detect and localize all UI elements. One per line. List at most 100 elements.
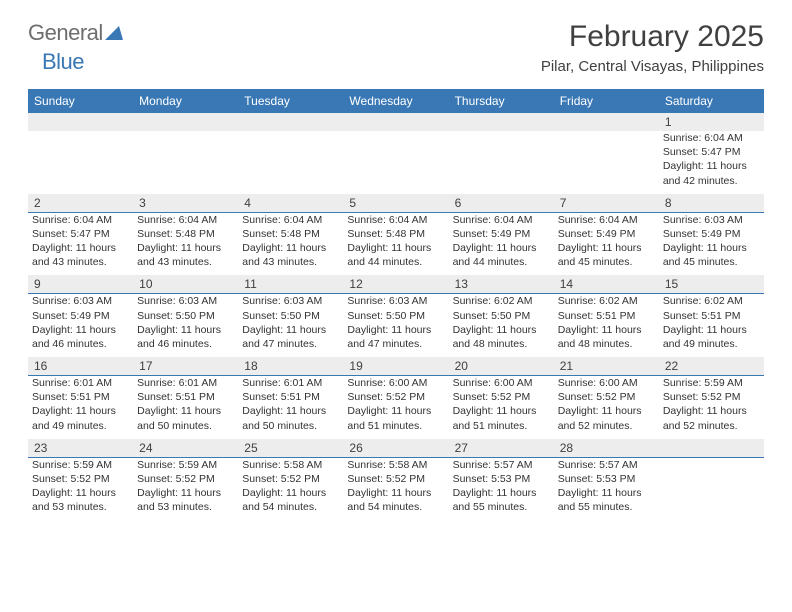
day-cell: Sunrise: 6:00 AMSunset: 5:52 PMDaylight:… — [449, 376, 554, 439]
daylight-line-2: and 52 minutes. — [558, 419, 655, 433]
sunrise-line: Sunrise: 6:00 AM — [558, 376, 655, 390]
day-cell: Sunrise: 6:03 AMSunset: 5:49 PMDaylight:… — [659, 212, 764, 275]
daylight-line-2: and 43 minutes. — [242, 255, 339, 269]
sunset-line: Sunset: 5:51 PM — [558, 309, 655, 323]
dow-tuesday: Tuesday — [238, 89, 343, 113]
daylight-line-2: and 44 minutes. — [347, 255, 444, 269]
daylight-line-1: Daylight: 11 hours — [137, 323, 234, 337]
daynum-row: 9101112131415 — [28, 275, 764, 294]
day-number-cell: 28 — [554, 439, 659, 458]
sunset-line: Sunset: 5:52 PM — [453, 390, 550, 404]
week-row: Sunrise: 6:03 AM Sunset: 5:49 PM Daylight:… — [28, 294, 764, 357]
calendar-body: 1 Sunrise: 6:04 AM Sunset: 5:47 PM Dayligh… — [28, 113, 764, 520]
sunrise-line: Sunrise: 6:00 AM — [453, 376, 550, 390]
location-subtitle: Pilar, Central Visayas, Philippines — [541, 58, 764, 75]
sunrise-line: Sunrise: 5:59 AM — [32, 458, 129, 472]
day-number-cell: 1 — [659, 113, 764, 131]
daylight-line-2: and 54 minutes. — [347, 500, 444, 514]
daylight-line-2: and 47 minutes. — [347, 337, 444, 351]
daylight-line-1: Daylight: 11 hours — [558, 486, 655, 500]
day-number-cell — [28, 113, 133, 131]
sunset-line: Sunset: 5:47 PM — [32, 227, 129, 241]
brand-logo: General — [28, 20, 123, 46]
sunrise-line: Sunrise: 6:01 AM — [32, 376, 129, 390]
day-cell: Sunrise: 5:57 AMSunset: 5:53 PMDaylight:… — [449, 457, 554, 520]
daylight-line-2: and 53 minutes. — [32, 500, 129, 514]
daylight-line-1: Daylight: 11 hours — [558, 323, 655, 337]
sunset-line: Sunset: 5:50 PM — [453, 309, 550, 323]
day-cell — [554, 131, 659, 194]
daylight-line-1: Daylight: 11 hours — [137, 404, 234, 418]
day-number-cell — [343, 113, 448, 131]
dow-monday: Monday — [133, 89, 238, 113]
daylight-line-2: and 52 minutes. — [663, 419, 760, 433]
daylight-line-2: and 51 minutes. — [347, 419, 444, 433]
day-number-cell: 5 — [343, 194, 448, 213]
calendar-table: Sunday Monday Tuesday Wednesday Thursday… — [28, 89, 764, 520]
day-cell: Sunrise: 6:04 AMSunset: 5:47 PMDaylight:… — [28, 212, 133, 275]
day-cell: Sunrise: 6:04 AMSunset: 5:47 PMDaylight:… — [659, 131, 764, 194]
sunset-line: Sunset: 5:53 PM — [453, 472, 550, 486]
week-row: Sunrise: 6:01 AMSunset: 5:51 PMDaylight:… — [28, 376, 764, 439]
brand-mark-icon — [105, 26, 123, 40]
day-number-cell: 16 — [28, 357, 133, 376]
sunset-line: Sunset: 5:48 PM — [347, 227, 444, 241]
sunrise-line: Sunrise: 6:03 AM — [663, 213, 760, 227]
day-cell — [343, 131, 448, 194]
day-number-cell — [133, 113, 238, 131]
daylight-line-2: and 49 minutes. — [663, 337, 760, 351]
daylight-line-1: Daylight: 11 hours — [242, 241, 339, 255]
daylight-line-1: Daylight: 11 hours — [558, 404, 655, 418]
sunset-line: Sunset: 5:49 PM — [32, 309, 129, 323]
day-number-cell: 10 — [133, 275, 238, 294]
day-cell: Sunrise: 6:00 AMSunset: 5:52 PMDaylight:… — [343, 376, 448, 439]
sunrise-line: Sunrise: 5:57 AM — [558, 458, 655, 472]
daylight-line-1: Daylight: 11 hours — [137, 241, 234, 255]
daylight-line-1: Daylight: 11 hours — [558, 241, 655, 255]
day-cell: Sunrise: 5:59 AMSunset: 5:52 PMDaylight:… — [659, 376, 764, 439]
day-number-cell: 14 — [554, 275, 659, 294]
day-cell: Sunrise: 6:04 AMSunset: 5:49 PMDaylight:… — [449, 212, 554, 275]
daylight-line-1: Daylight: 11 hours — [242, 323, 339, 337]
daylight-line-2: and 55 minutes. — [558, 500, 655, 514]
sunset-line: Sunset: 5:51 PM — [242, 390, 339, 404]
daylight-line-2: and 50 minutes. — [242, 419, 339, 433]
day-cell: Sunrise: 6:01 AMSunset: 5:51 PMDaylight:… — [238, 376, 343, 439]
daylight-line-2: and 42 minutes. — [663, 174, 760, 188]
sunset-line: Sunset: 5:52 PM — [32, 472, 129, 486]
day-number-cell: 24 — [133, 439, 238, 458]
daylight-line-1: Daylight: 11 hours — [347, 404, 444, 418]
day-cell: Sunrise: 6:02 AMSunset: 5:51 PMDaylight:… — [554, 294, 659, 357]
sunset-line: Sunset: 5:49 PM — [663, 227, 760, 241]
daylight-line-2: and 54 minutes. — [242, 500, 339, 514]
daylight-line-2: and 49 minutes. — [32, 419, 129, 433]
day-number-cell: 25 — [238, 439, 343, 458]
sunrise-line: Sunrise: 6:04 AM — [663, 131, 760, 145]
brand-part2: Blue — [42, 49, 84, 74]
daylight-line-2: and 50 minutes. — [137, 419, 234, 433]
sunrise-line: Sunrise: 5:59 AM — [663, 376, 760, 390]
day-number-cell: 6 — [449, 194, 554, 213]
daylight-line-1: Daylight: 11 hours — [242, 404, 339, 418]
day-number-cell: 8 — [659, 194, 764, 213]
day-cell — [133, 131, 238, 194]
daylight-line-1: Daylight: 11 hours — [663, 404, 760, 418]
day-cell: Sunrise: 6:03 AMSunset: 5:50 PMDaylight:… — [238, 294, 343, 357]
day-cell: Sunrise: 6:02 AMSunset: 5:50 PMDaylight:… — [449, 294, 554, 357]
day-number-cell — [659, 439, 764, 458]
sunrise-line: Sunrise: 6:04 AM — [558, 213, 655, 227]
day-number-cell: 7 — [554, 194, 659, 213]
sunset-line: Sunset: 5:52 PM — [347, 390, 444, 404]
daylight-line-2: and 55 minutes. — [453, 500, 550, 514]
day-cell: Sunrise: 5:58 AMSunset: 5:52 PMDaylight:… — [343, 457, 448, 520]
daylight-line-2: and 53 minutes. — [137, 500, 234, 514]
daylight-line-2: and 45 minutes. — [558, 255, 655, 269]
day-number-cell: 21 — [554, 357, 659, 376]
day-of-week-header: Sunday Monday Tuesday Wednesday Thursday… — [28, 89, 764, 113]
sunrise-line: Sunrise: 6:03 AM — [242, 294, 339, 308]
sunset-line: Sunset: 5:52 PM — [242, 472, 339, 486]
week-row: Sunrise: 6:04 AM Sunset: 5:47 PM Daylight:… — [28, 212, 764, 275]
sunrise-line: Sunrise: 6:04 AM — [453, 213, 550, 227]
day-cell: Sunrise: 6:01 AMSunset: 5:51 PMDaylight:… — [133, 376, 238, 439]
day-cell: Sunrise: 6:03 AMSunset: 5:49 PMDaylight:… — [28, 294, 133, 357]
